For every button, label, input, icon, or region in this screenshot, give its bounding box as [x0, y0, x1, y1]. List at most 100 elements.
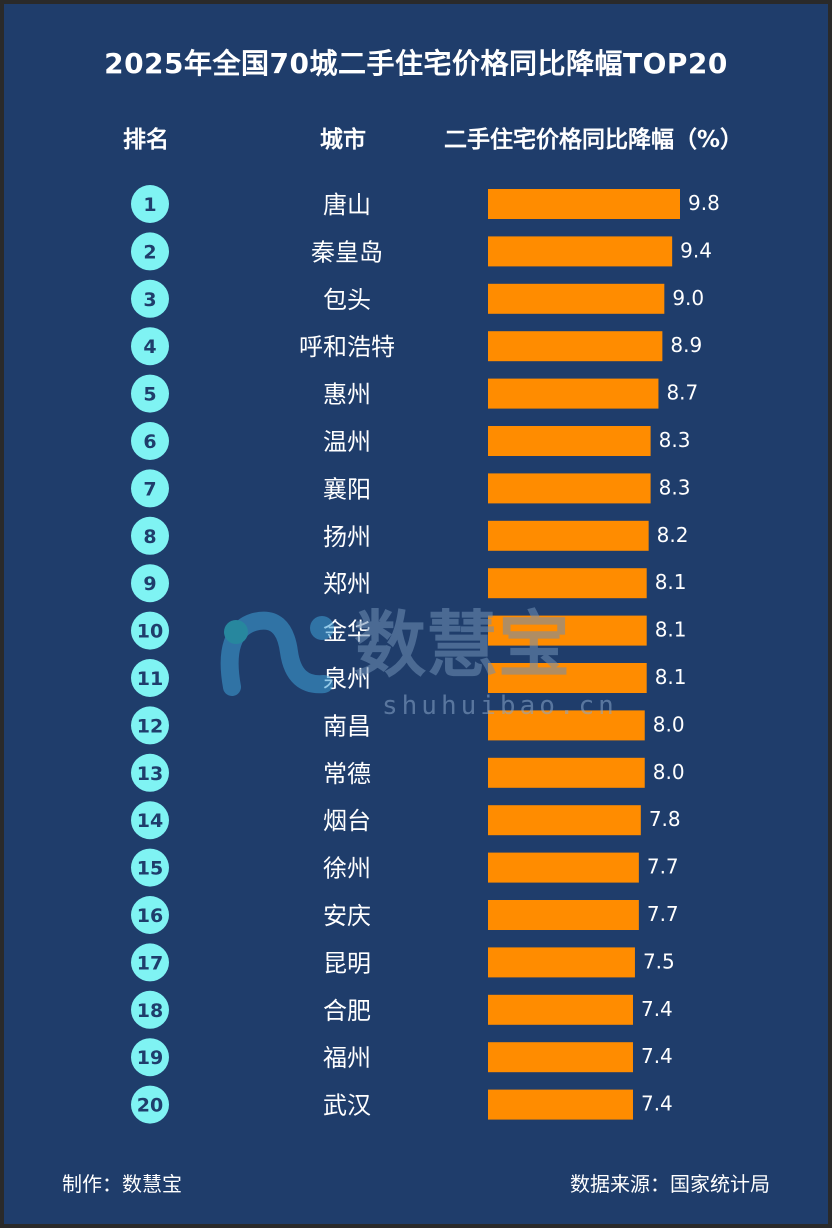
bar	[488, 947, 635, 978]
rank-number: 8	[143, 526, 156, 548]
city-label: 秦皇岛	[311, 238, 383, 266]
rank-badge	[131, 564, 169, 603]
rank-number: 11	[137, 668, 163, 690]
city-label: 惠州	[323, 381, 371, 409]
bar	[488, 236, 673, 267]
watermark-brand: 数慧宝	[354, 603, 570, 687]
city-label: 合肥	[323, 997, 371, 1025]
city-label: 常德	[323, 760, 371, 788]
bar	[488, 852, 639, 883]
chart-title: 2025年全国70城二手住宅价格同比降幅TOP20	[104, 47, 728, 80]
rank-number: 12	[137, 715, 163, 737]
rank-number: 20	[137, 1095, 163, 1117]
rank-badge	[131, 374, 169, 413]
city-label: 郑州	[323, 570, 371, 598]
data-label: 7.5	[643, 949, 675, 973]
data-label: 8.0	[653, 712, 685, 736]
data-label: 9.4	[680, 238, 712, 262]
rank-number: 7	[143, 478, 156, 500]
data-label: 8.7	[666, 381, 698, 405]
data-label: 7.7	[647, 855, 679, 879]
rank-badge	[131, 1038, 169, 1077]
rank-badge	[131, 659, 169, 697]
watermark-logo-icon	[220, 611, 334, 696]
data-label: 9.0	[672, 286, 704, 310]
watermark: 数慧宝 shuhuibao.cn	[220, 603, 618, 721]
footer-credit: 制作：数慧宝	[62, 1172, 182, 1196]
rank-badge	[131, 801, 169, 840]
bar	[488, 378, 659, 409]
rank-badge	[131, 753, 169, 792]
rank-number: 13	[137, 763, 163, 785]
rank-number: 4	[143, 336, 156, 358]
city-label: 徐州	[323, 855, 371, 883]
rank-badge	[131, 422, 169, 460]
data-label: 8.3	[659, 428, 691, 452]
city-label: 福州	[323, 1044, 371, 1072]
rank-badge	[131, 327, 169, 366]
data-label: 7.4	[641, 1044, 673, 1068]
city-label: 襄阳	[323, 475, 371, 503]
rank-number: 16	[137, 905, 163, 927]
city-label: 安庆	[323, 902, 371, 930]
bar	[488, 520, 649, 551]
bar	[488, 1042, 633, 1073]
data-label: 8.9	[670, 333, 702, 357]
city-label: 南昌	[323, 712, 371, 740]
bar	[488, 568, 647, 599]
header-city: 城市	[320, 127, 366, 153]
data-label: 7.8	[649, 807, 681, 831]
rank-badge	[131, 232, 169, 271]
bar	[488, 900, 639, 930]
rank-number: 10	[137, 621, 163, 643]
rank-badge	[131, 896, 169, 934]
rank-badge	[131, 611, 169, 650]
city-label: 呼和浩特	[299, 333, 395, 361]
city-label: 扬州	[323, 523, 371, 551]
data-label: 7.4	[641, 997, 673, 1021]
chart-card: 2025年全国70城二手住宅价格同比降幅TOP20 排名 城市 二手住宅价格同比…	[4, 4, 828, 1224]
data-label: 9.8	[688, 191, 720, 215]
data-label: 8.2	[657, 523, 689, 547]
data-label: 8.3	[659, 475, 691, 499]
data-label: 8.1	[655, 665, 687, 689]
city-label: 武汉	[323, 1092, 371, 1120]
rank-badge	[131, 516, 169, 555]
rank-number: 2	[143, 241, 156, 263]
data-label: 8.1	[655, 618, 687, 642]
rank-number: 9	[143, 573, 156, 595]
watermark-domain: shuhuibao.cn	[382, 691, 618, 721]
rank-badge	[131, 279, 169, 318]
rank-number: 14	[137, 810, 163, 832]
data-label: 7.4	[641, 1092, 673, 1116]
city-label: 唐山	[323, 191, 371, 219]
bar	[488, 710, 645, 741]
city-label: 温州	[323, 428, 371, 456]
bar	[488, 1089, 633, 1120]
rank-number: 6	[143, 431, 156, 453]
header-value: 二手住宅价格同比降幅（%）	[444, 127, 744, 153]
rank-badge	[131, 185, 169, 223]
city-label: 包头	[323, 286, 371, 314]
data-label: 8.0	[653, 760, 685, 784]
rank-badge	[131, 706, 169, 745]
rank-number: 19	[137, 1047, 163, 1069]
data-label: 7.7	[647, 902, 679, 926]
rank-badge	[131, 1085, 169, 1124]
city-label: 烟台	[323, 807, 371, 835]
rank-badge	[131, 990, 169, 1029]
rank-badge	[131, 848, 169, 887]
rank-badge	[131, 469, 169, 508]
bar	[488, 663, 647, 693]
rank-number: 17	[137, 952, 163, 974]
bar	[488, 805, 641, 836]
bar	[488, 426, 651, 456]
bar	[488, 615, 647, 646]
header-rank: 排名	[123, 127, 169, 153]
bar	[488, 189, 680, 219]
footer-source: 数据来源：国家统计局	[570, 1172, 770, 1196]
rank-number: 18	[137, 1000, 163, 1022]
bar	[488, 473, 651, 504]
bar	[488, 994, 633, 1025]
rank-number: 3	[143, 289, 156, 311]
